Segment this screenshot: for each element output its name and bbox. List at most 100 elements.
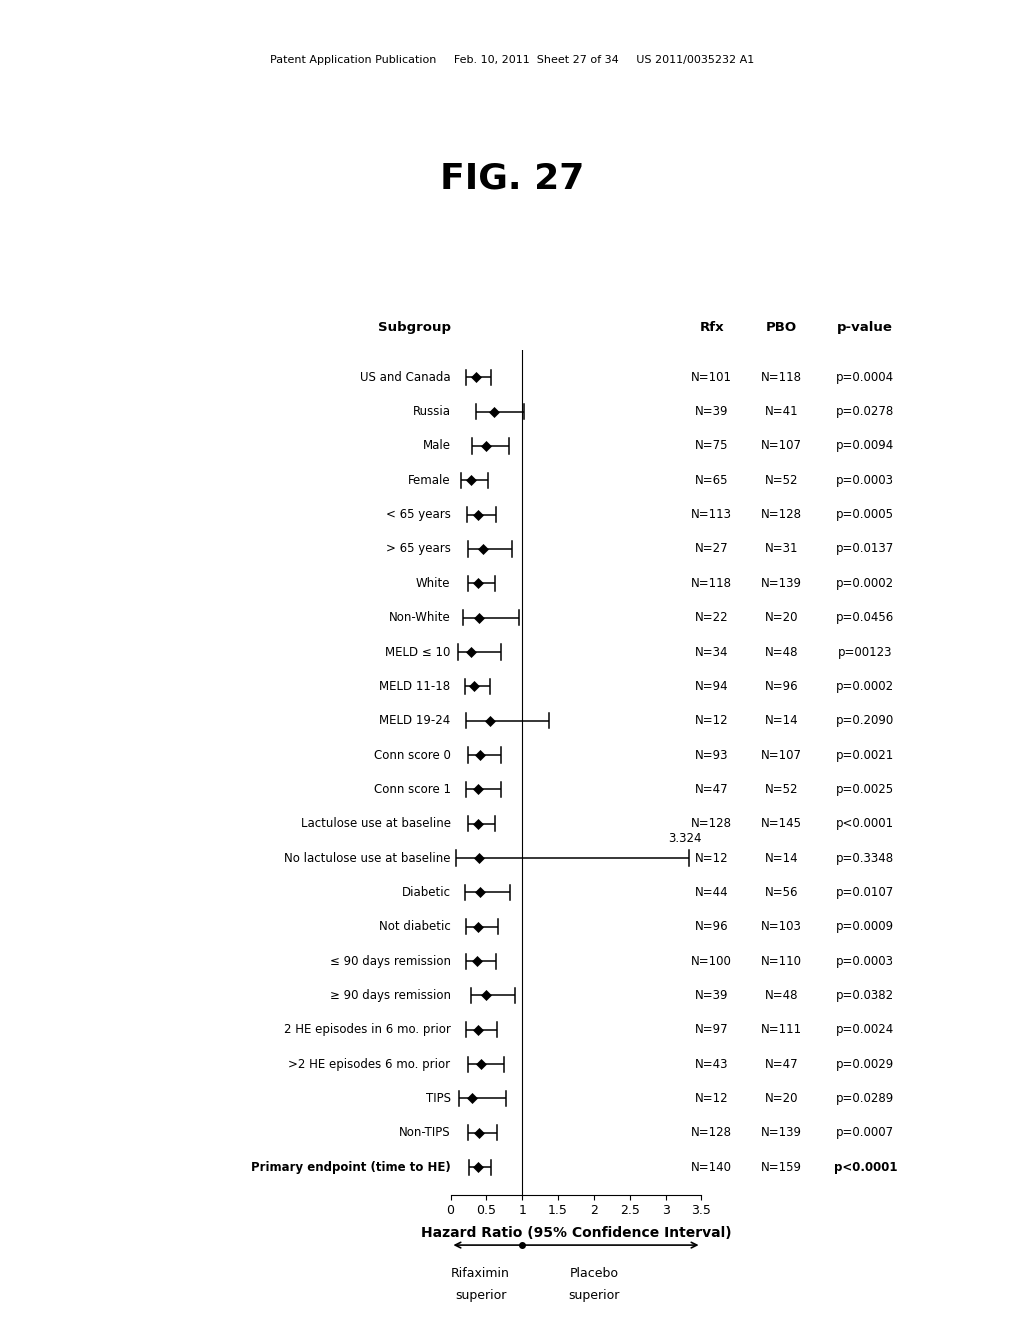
Text: MELD 19-24: MELD 19-24 [379,714,451,727]
Text: p=0.0021: p=0.0021 [837,748,894,762]
Text: N=96: N=96 [695,920,728,933]
Text: N=100: N=100 [691,954,732,968]
Text: Not diabetic: Not diabetic [379,920,451,933]
Text: US and Canada: US and Canada [359,371,451,384]
Text: N=128: N=128 [761,508,802,521]
Text: N=75: N=75 [695,440,728,453]
Text: Primary endpoint (time to HE): Primary endpoint (time to HE) [251,1160,451,1173]
Text: 3.324: 3.324 [669,832,702,845]
Text: N=39: N=39 [695,405,728,418]
Text: N=94: N=94 [695,680,728,693]
Text: Lactulose use at baseline: Lactulose use at baseline [301,817,451,830]
Text: Diabetic: Diabetic [401,886,451,899]
Text: N=110: N=110 [761,954,802,968]
Text: p=0.0002: p=0.0002 [837,680,894,693]
Text: p=0.0107: p=0.0107 [837,886,894,899]
Text: N=128: N=128 [691,817,732,830]
Text: N=101: N=101 [691,371,732,384]
Text: N=139: N=139 [761,1126,802,1139]
Text: N=27: N=27 [695,543,728,556]
Text: p=0.0024: p=0.0024 [837,1023,894,1036]
Text: N=12: N=12 [695,714,728,727]
Text: 2 HE episodes in 6 mo. prior: 2 HE episodes in 6 mo. prior [284,1023,451,1036]
Text: p=0.0003: p=0.0003 [837,954,894,968]
Text: N=107: N=107 [761,440,802,453]
Text: N=44: N=44 [695,886,728,899]
Text: N=128: N=128 [691,1126,732,1139]
Text: p=00123: p=00123 [838,645,893,659]
Text: Russia: Russia [413,405,451,418]
Text: N=96: N=96 [765,680,798,693]
Text: N=39: N=39 [695,989,728,1002]
Text: Conn score 1: Conn score 1 [374,783,451,796]
Text: White: White [416,577,451,590]
Text: p=0.0094: p=0.0094 [837,440,894,453]
Text: N=118: N=118 [691,577,732,590]
Text: No lactulose use at baseline: No lactulose use at baseline [284,851,451,865]
Text: ≥ 90 days remission: ≥ 90 days remission [330,989,451,1002]
Text: FIG. 27: FIG. 27 [440,161,584,195]
Text: N=107: N=107 [761,748,802,762]
Text: Rifaximin: Rifaximin [452,1266,510,1279]
Text: N=52: N=52 [765,474,798,487]
Text: p=0.2090: p=0.2090 [837,714,894,727]
Text: N=48: N=48 [765,989,798,1002]
Text: TIPS: TIPS [426,1092,451,1105]
Text: MELD 11-18: MELD 11-18 [380,680,451,693]
Text: Female: Female [408,474,451,487]
Text: N=111: N=111 [761,1023,802,1036]
Text: p=0.0137: p=0.0137 [837,543,894,556]
Text: Subgroup: Subgroup [378,321,451,334]
Text: N=12: N=12 [695,851,728,865]
Text: superior: superior [455,1290,506,1302]
Text: N=47: N=47 [695,783,728,796]
Text: p=0.0009: p=0.0009 [837,920,894,933]
Text: Rfx: Rfx [699,321,724,334]
Text: ≤ 90 days remission: ≤ 90 days remission [330,954,451,968]
Text: N=41: N=41 [765,405,798,418]
Text: N=12: N=12 [695,1092,728,1105]
Text: N=93: N=93 [695,748,728,762]
Text: N=48: N=48 [765,645,798,659]
Text: N=118: N=118 [761,371,802,384]
Text: N=103: N=103 [761,920,802,933]
Text: p=0.0025: p=0.0025 [837,783,894,796]
Text: p-value: p-value [838,321,893,334]
Text: p=0.0456: p=0.0456 [837,611,894,624]
Text: Male: Male [423,440,451,453]
Text: N=52: N=52 [765,783,798,796]
Text: p=0.0007: p=0.0007 [837,1126,894,1139]
Text: N=56: N=56 [765,886,798,899]
Text: >2 HE episodes 6 mo. prior: >2 HE episodes 6 mo. prior [289,1057,451,1071]
Text: N=20: N=20 [765,611,798,624]
Text: N=43: N=43 [695,1057,728,1071]
Text: N=97: N=97 [695,1023,728,1036]
Text: PBO: PBO [766,321,797,334]
Text: N=14: N=14 [765,851,798,865]
X-axis label: Hazard Ratio (95% Confidence Interval): Hazard Ratio (95% Confidence Interval) [421,1226,731,1239]
Text: p=0.0005: p=0.0005 [837,508,894,521]
Text: N=47: N=47 [765,1057,798,1071]
Text: p=0.0002: p=0.0002 [837,577,894,590]
Text: p=0.0289: p=0.0289 [837,1092,894,1105]
Text: Non-TIPS: Non-TIPS [399,1126,451,1139]
Text: p=0.0278: p=0.0278 [837,405,894,418]
Text: p=0.0004: p=0.0004 [837,371,894,384]
Text: p=0.0382: p=0.0382 [837,989,894,1002]
Text: > 65 years: > 65 years [386,543,451,556]
Text: N=20: N=20 [765,1092,798,1105]
Text: N=22: N=22 [695,611,728,624]
Text: p=0.0003: p=0.0003 [837,474,894,487]
Text: p<0.0001: p<0.0001 [837,817,894,830]
Text: p<0.0001: p<0.0001 [834,1160,897,1173]
Text: N=31: N=31 [765,543,798,556]
Text: < 65 years: < 65 years [386,508,451,521]
Text: superior: superior [568,1290,620,1302]
Text: Conn score 0: Conn score 0 [374,748,451,762]
Text: N=145: N=145 [761,817,802,830]
Text: N=139: N=139 [761,577,802,590]
Text: N=34: N=34 [695,645,728,659]
Text: Non-White: Non-White [389,611,451,624]
Text: N=159: N=159 [761,1160,802,1173]
Text: N=113: N=113 [691,508,732,521]
